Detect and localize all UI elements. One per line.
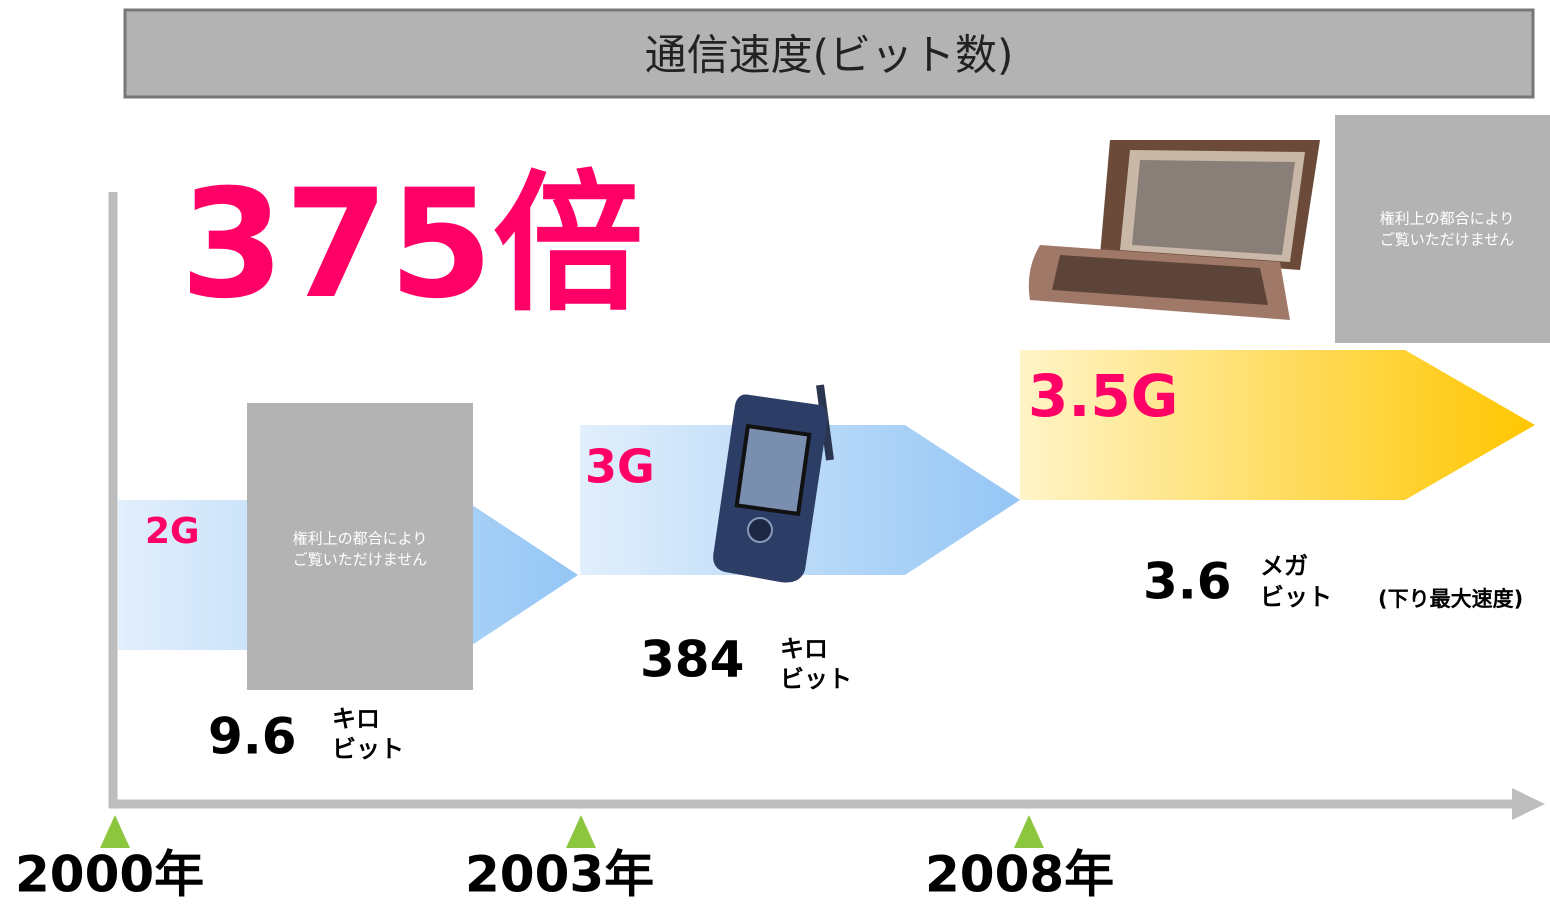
unit: キロ <box>332 705 380 733</box>
year-marker <box>1014 815 1044 848</box>
placeholder-box <box>1335 115 1550 343</box>
speed: 9.6 <box>208 708 297 766</box>
speed: 3.6 <box>1143 553 1232 611</box>
axis-arrow <box>1512 788 1545 820</box>
title-box <box>123 8 1535 99</box>
year: 2008年 <box>925 846 1114 904</box>
speed: 384 <box>640 631 744 689</box>
placeholder-text: ご覧いただけません <box>293 551 428 569</box>
unit: メガ <box>1260 552 1308 580</box>
year-marker <box>566 815 596 848</box>
placeholder-text: 権利上の都合により <box>293 530 428 548</box>
placeholder-text: ご覧いただけません <box>1380 231 1515 249</box>
unit: ビット <box>1260 583 1332 611</box>
gen-label: 3.5G <box>1028 362 1178 430</box>
placeholder-box <box>247 403 473 690</box>
placeholder-text: 権利上の都合により <box>1380 210 1515 228</box>
arrow-3-5g <box>1020 350 1535 500</box>
gen-label: 3G <box>585 440 655 494</box>
year: 2000年 <box>15 846 204 904</box>
headline: 375倍 <box>180 158 643 332</box>
gen-label: 2G <box>145 511 200 552</box>
year: 2003年 <box>465 846 654 904</box>
year-marker <box>100 815 130 848</box>
phone-3-5g <box>1028 140 1320 320</box>
unit: ビット <box>332 735 404 763</box>
unit: キロ <box>780 635 828 663</box>
phone-3g <box>713 384 834 583</box>
note: (下り最大速度) <box>1378 587 1523 611</box>
unit: ビット <box>780 665 852 693</box>
title: 通信速度(ビット数) <box>645 31 1014 80</box>
